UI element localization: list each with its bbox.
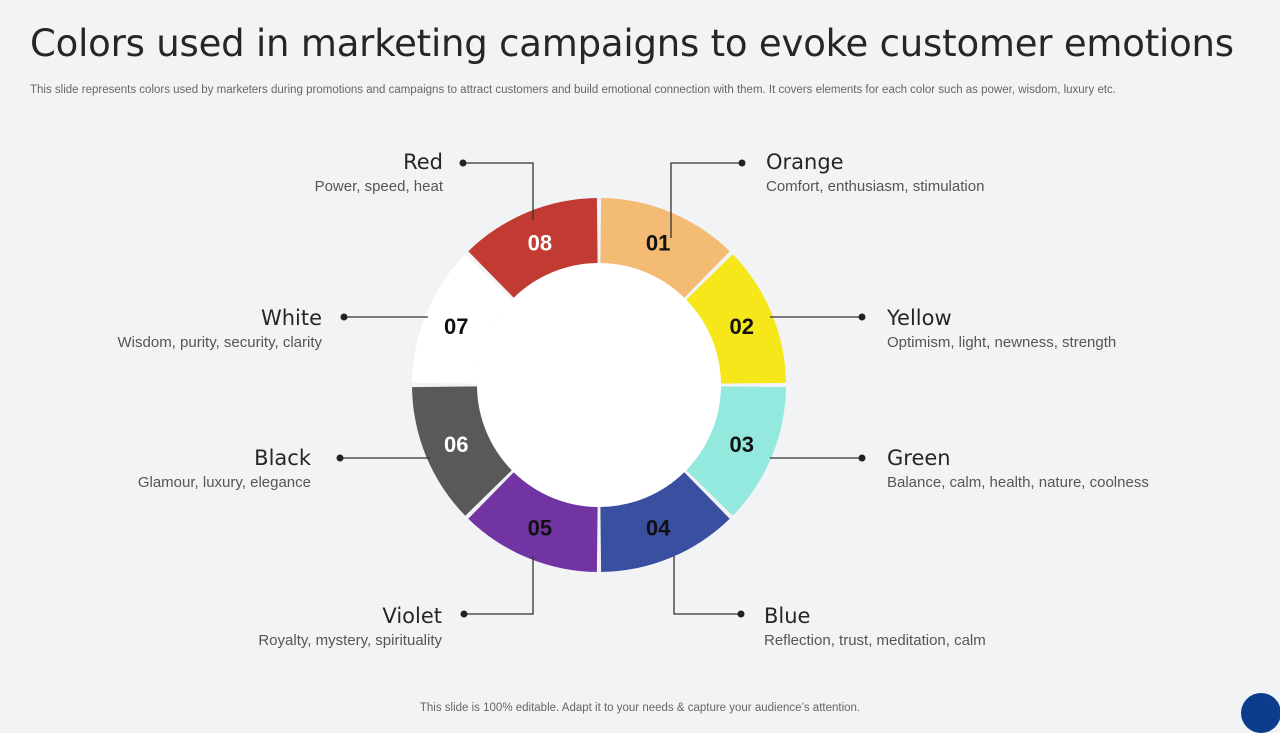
- segment-orange: [600, 198, 730, 298]
- color-description: Royalty, mystery, spirituality: [258, 632, 442, 649]
- color-description: Power, speed, heat: [314, 178, 443, 195]
- label-yellow: Yellow Optimism, light, newness, strength: [887, 306, 1116, 352]
- segment-number: 01: [646, 230, 670, 255]
- color-description: Balance, calm, health, nature, coolness: [887, 474, 1149, 491]
- color-name: Blue: [764, 604, 811, 628]
- slide-title: Colors used in marketing campaigns to ev…: [30, 22, 1234, 65]
- segment-number: 04: [646, 516, 671, 541]
- label-black: Black Glamour, luxury, elegance: [138, 446, 311, 492]
- color-description: Glamour, luxury, elegance: [137, 474, 311, 491]
- segment-violet: [468, 472, 598, 572]
- color-name: Black: [254, 446, 311, 470]
- label-green: Green Balance, calm, health, nature, cool…: [887, 446, 1149, 492]
- color-name: Orange: [766, 150, 844, 174]
- segment-number: 06: [444, 432, 468, 457]
- connector-line: [464, 556, 534, 615]
- segment-number: 03: [729, 432, 753, 457]
- corner-badge: [1241, 693, 1280, 733]
- connector-line: [670, 162, 742, 238]
- connector-line: [463, 162, 534, 220]
- connector-dot: [737, 610, 745, 618]
- color-name: White: [260, 306, 322, 330]
- connector-dot: [738, 159, 746, 167]
- connector-line: [673, 556, 741, 615]
- connector-dot: [858, 454, 866, 462]
- segment-green: [686, 386, 786, 516]
- segment-black: [412, 386, 512, 516]
- label-white: White Wisdom, purity, security, clarity: [118, 306, 322, 352]
- label-violet: Violet Royalty, mystery, spirituality: [258, 604, 442, 650]
- segment-number: 02: [729, 314, 753, 339]
- label-blue: Blue Reflection, trust, meditation, calm: [764, 604, 986, 650]
- segment-number: 08: [528, 230, 552, 255]
- connector-dot: [336, 454, 344, 462]
- color-name: Green: [887, 446, 951, 470]
- slide-footer: This slide is 100% editable. Adapt it to…: [419, 702, 861, 714]
- color-name: Violet: [382, 604, 442, 628]
- label-orange: Orange Comfort, enthusiasm, stimulation: [766, 150, 984, 196]
- color-name: Yellow: [887, 306, 952, 330]
- label-red: Red Power, speed, heat: [315, 150, 443, 196]
- color-description: Optimism, light, newness, strength: [887, 334, 1117, 351]
- segment-red: [468, 198, 598, 298]
- connector-dot: [460, 610, 468, 618]
- color-name: Red: [403, 150, 443, 174]
- connector-dot: [459, 159, 467, 167]
- color-description: Wisdom, purity, security, clarity: [117, 334, 322, 351]
- segment-number: 05: [528, 516, 552, 541]
- segment-number: 07: [444, 314, 468, 339]
- color-description: Reflection, trust, meditation, calm: [764, 632, 986, 649]
- wheel-center: [477, 263, 721, 507]
- segment-blue: [600, 472, 730, 572]
- segment-yellow: [686, 254, 786, 384]
- segment-white: [412, 254, 512, 384]
- color-description: Comfort, enthusiasm, stimulation: [766, 178, 985, 195]
- connector-dot: [340, 313, 348, 321]
- connector-dot: [858, 313, 866, 321]
- slide-subtitle: This slide represents colors used by mar…: [30, 84, 1116, 96]
